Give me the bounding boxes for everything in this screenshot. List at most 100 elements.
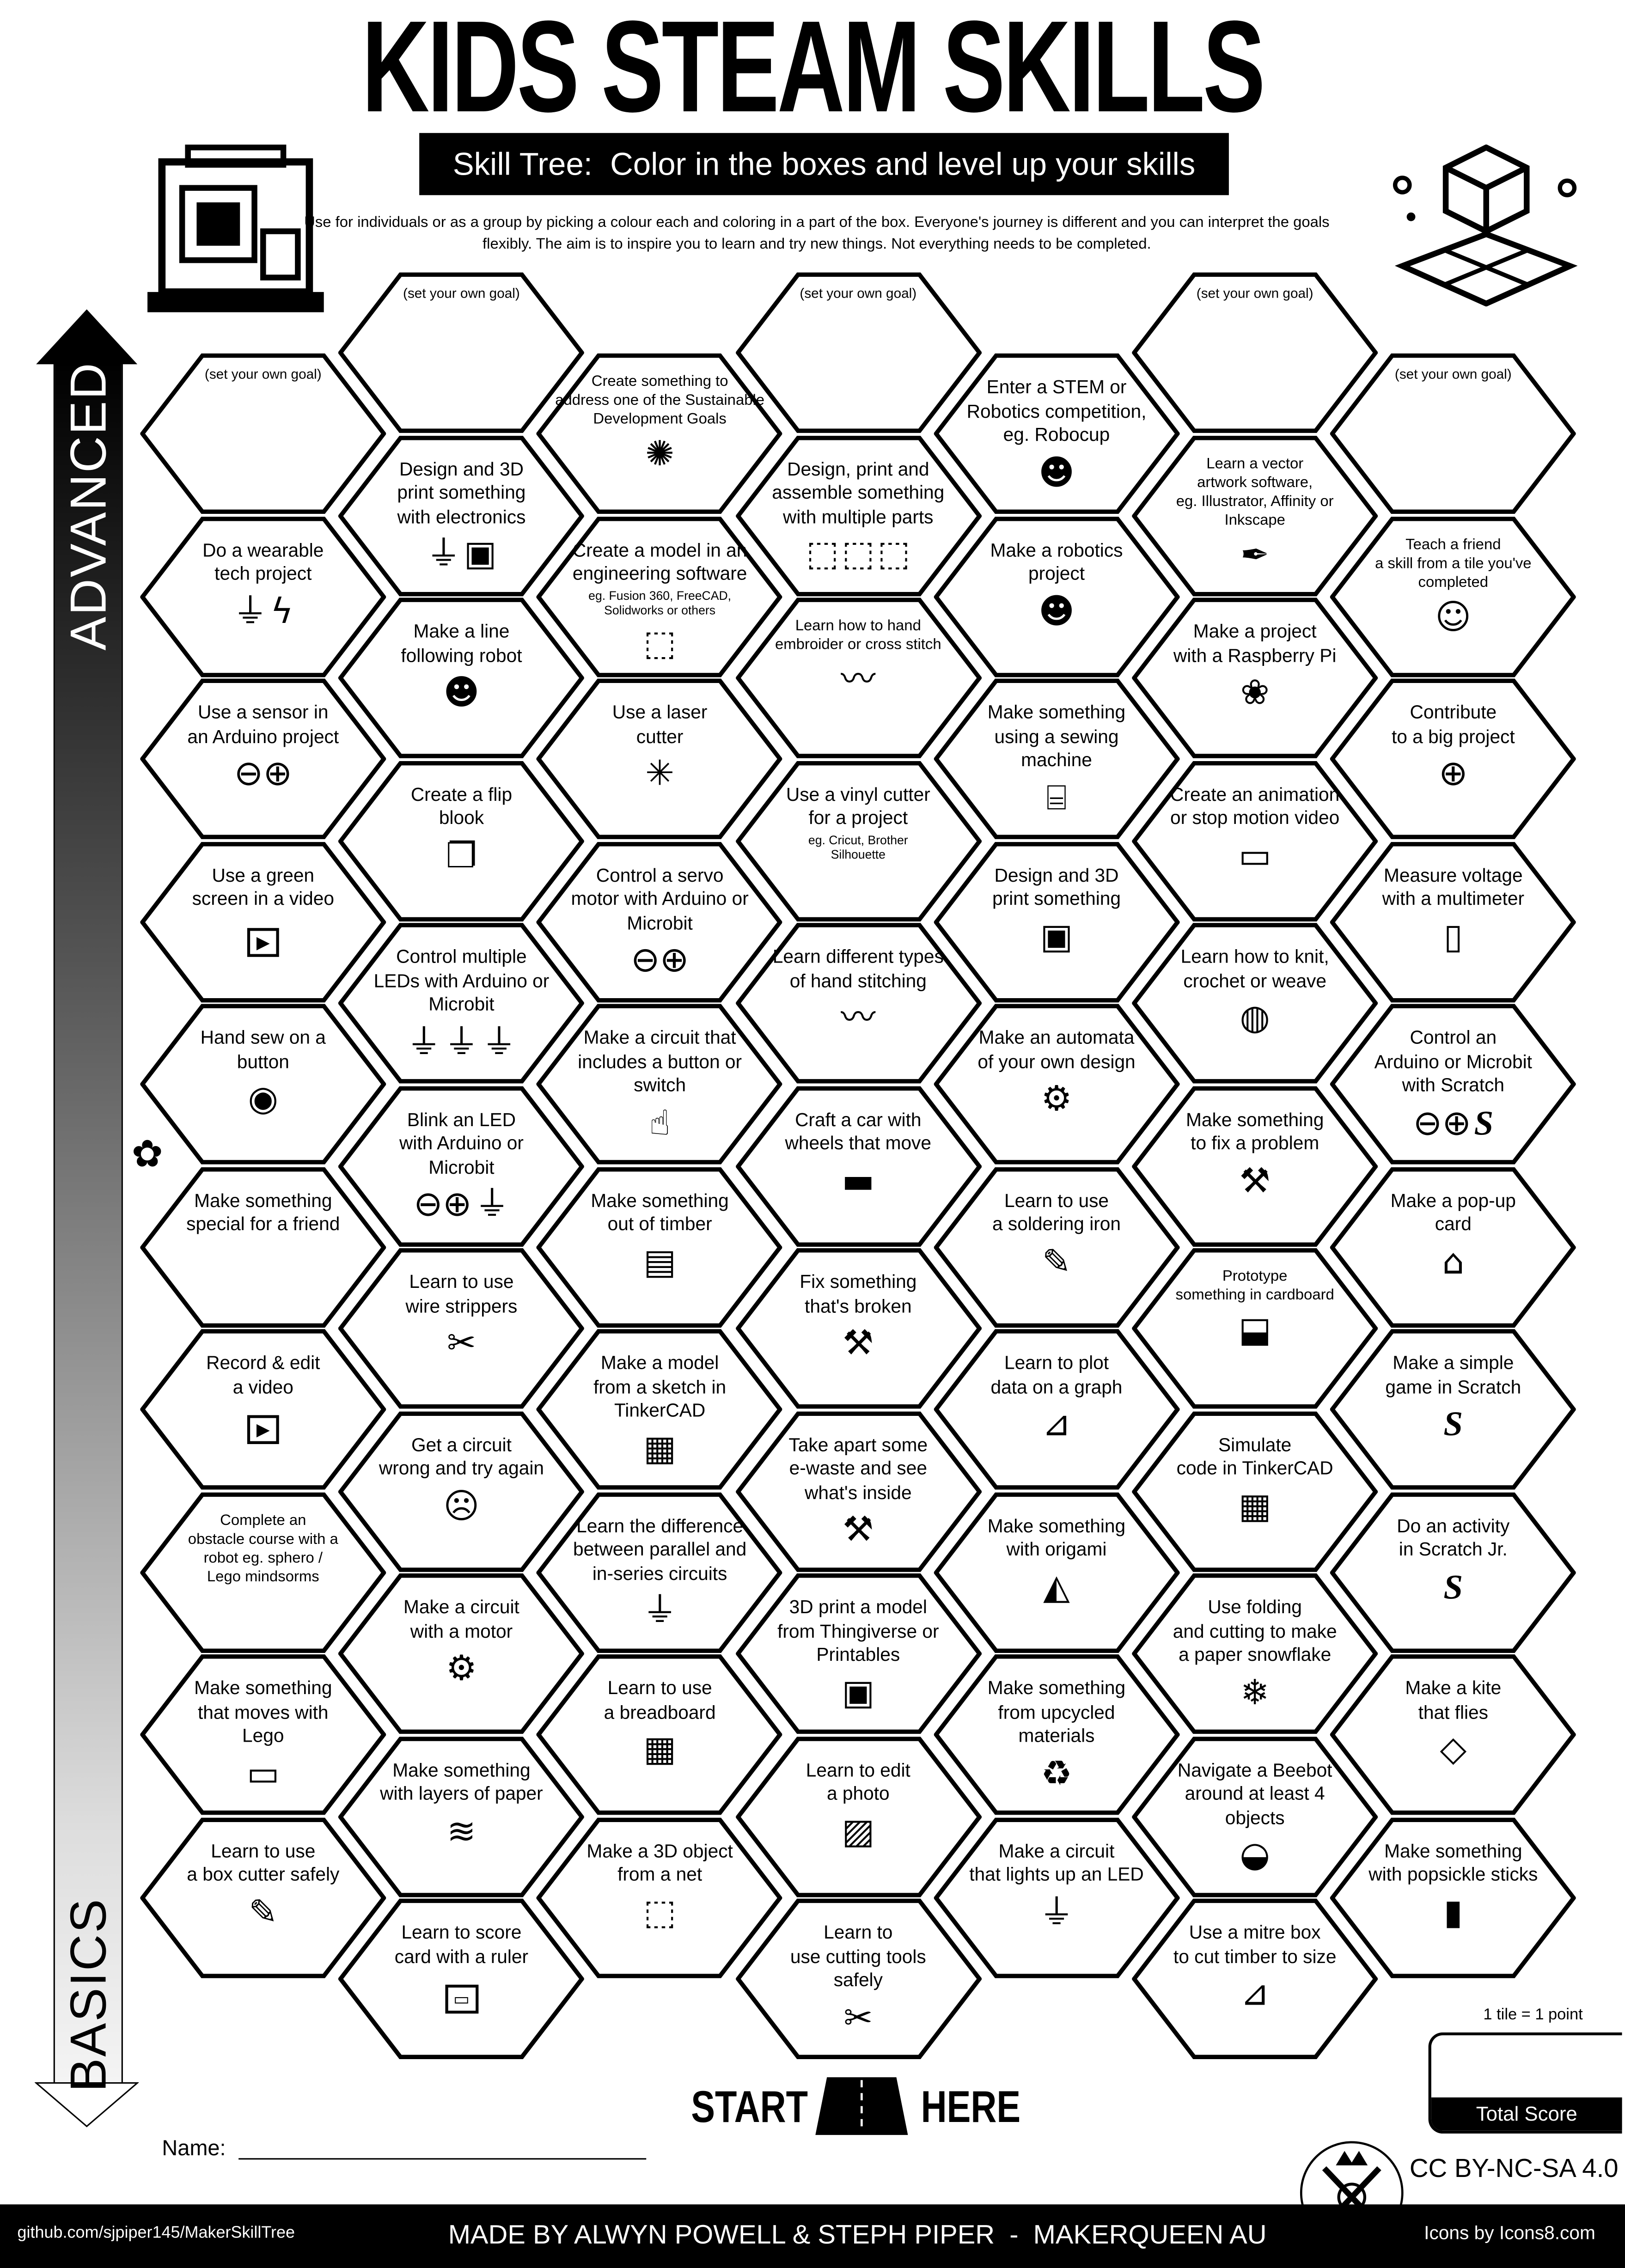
icon-group: ⬓ — [1132, 1311, 1378, 1348]
skill-tile[interactable]: Learn to use cutting tools safely ✂ — [735, 1898, 981, 2060]
skill-tile[interactable]: Control a servo motor with Arduino or Mi… — [537, 841, 783, 1002]
skill-tile[interactable]: Use folding and cutting to make a paper … — [1132, 1573, 1378, 1734]
skill-tile[interactable]: Prototype something in cardboard ⬓ — [1132, 1248, 1378, 1409]
total-score-box[interactable]: Total Score — [1428, 2032, 1622, 2134]
skill-label: Use a laser cutter — [612, 701, 708, 747]
skill-tile[interactable]: Record & edit a video ▶ — [140, 1329, 386, 1490]
icon-group: ☺ — [1330, 597, 1576, 635]
skill-tile[interactable]: Make a circuit that includes a button or… — [537, 1003, 783, 1165]
skill-tile[interactable]: Learn to use wire strippers ✂ — [338, 1248, 585, 1409]
skill-tile[interactable]: Learn to score card with a ruler ▭ — [338, 1898, 585, 2060]
skill-tile[interactable]: Navigate a Beebot around at least 4 obje… — [1132, 1735, 1378, 1897]
skill-tile[interactable]: Make something special for a friend ✿ — [132, 1134, 386, 1328]
skill-tile[interactable]: Make a 3D object from a net ⬚ — [537, 1816, 783, 1978]
skill-tile[interactable]: Teach a friend a skill from a tile you'v… — [1330, 515, 1576, 677]
skill-tile[interactable]: Make a line following robot ☻ — [338, 597, 585, 759]
skill-tile[interactable]: Take apart some e-waste and see what's i… — [735, 1410, 981, 1572]
icon-group: ✎ — [140, 1893, 386, 1930]
skill-tile[interactable]: Control multiple LEDs with Arduino or Mi… — [338, 922, 585, 1084]
hexagon-outline — [140, 1329, 386, 1490]
skill-tile[interactable]: Control an Arduino or Microbit with Scra… — [1330, 1003, 1576, 1165]
skill-tile[interactable]: Design and 3D print something ▣ — [934, 841, 1179, 1002]
skill-tile[interactable]: Learn to plot data on a graph ⊿ — [934, 1329, 1179, 1490]
name-field[interactable] — [238, 2158, 647, 2160]
skill-label: Make a kite that flies — [1405, 1677, 1502, 1723]
skill-tile[interactable]: Measure voltage with a multimeter ▯ — [1330, 841, 1576, 1002]
skill-tile[interactable]: Contribute to a big project ⊕ — [1330, 678, 1576, 840]
skill-tile[interactable]: Design, print and assemble something wit… — [735, 434, 981, 596]
skill-label: Blink an LED with Arduino or Microbit — [399, 1108, 524, 1177]
skill-tile[interactable]: Use a vinyl cutter for a project eg. Cric… — [735, 760, 981, 921]
skill-tile[interactable]: Learn how to knit, crochet or weave ◍ — [1132, 922, 1378, 1084]
skill-tile[interactable]: Fix something that's broken ⚒ — [735, 1248, 981, 1409]
hexagon-outline — [140, 353, 386, 514]
skill-tile[interactable]: Make a project with a Raspberry Pi ❀ — [1132, 597, 1378, 759]
skill-tile[interactable]: Learn to use a soldering iron ✎ — [934, 1166, 1179, 1328]
skill-tile[interactable]: Create an animation or stop motion video… — [1132, 760, 1378, 921]
skill-tile[interactable]: Make something with layers of paper ≋ — [338, 1735, 585, 1897]
skill-tile[interactable]: Make a robotics project ☻ — [934, 515, 1179, 677]
skill-tile[interactable]: Make something with origami ◭ — [934, 1491, 1179, 1653]
skill-tile[interactable]: Hand sew on a button ◉ — [140, 1003, 386, 1165]
skill-tile[interactable]: Craft a car with wheels that move ▬ — [735, 1085, 981, 1247]
skill-tile[interactable]: Make a simple game in Scratch S — [1330, 1329, 1576, 1490]
skill-tile[interactable]: Do a wearable tech project ⏚ ϟ — [140, 515, 386, 677]
skill-tile[interactable]: Make something from upcycled materials ♻ — [934, 1654, 1179, 1816]
skill-tile[interactable]: Design and 3D print something with elect… — [338, 434, 585, 596]
custom-goal-tile[interactable]: (set your own goal) — [1132, 272, 1378, 433]
skill-tile[interactable]: Use a green screen in a video ▶ — [140, 841, 386, 1002]
custom-goal-tile[interactable]: (set your own goal) — [1330, 353, 1576, 514]
snowflake-icon: ❄ — [1240, 1671, 1270, 1713]
skill-tile[interactable]: Use a mitre box to cut timber to size ⊿ — [1132, 1898, 1378, 2060]
skill-tile[interactable]: Enter a STEM or Robotics competition, eg… — [934, 353, 1179, 514]
skill-tile[interactable]: Create a flip blook ❐ — [338, 760, 585, 921]
skill-tile[interactable]: Simulate code in TinkerCAD ▦ — [1132, 1410, 1378, 1572]
goal-placeholder: (set your own goal) — [1196, 286, 1313, 302]
sewing-button-icon: ◉ — [248, 1078, 279, 1119]
skill-tile[interactable]: Learn to use a box cutter safely ✎ — [140, 1816, 386, 1978]
github-link[interactable]: github.com/sjpiper145/MakerSkillTree — [17, 2225, 295, 2242]
icon-group: ▤ — [537, 1243, 783, 1280]
skill-tile[interactable]: Make something out of timber ▤ — [537, 1166, 783, 1328]
hexagon-outline — [537, 1817, 783, 1978]
skill-tile[interactable]: Blink an LED with Arduino or Microbit ⊖⊕ ⏚ — [338, 1085, 585, 1247]
custom-goal-tile[interactable]: (set your own goal) — [735, 272, 981, 433]
skill-label: Make something from upcycled materials — [987, 1677, 1126, 1746]
custom-goal-tile[interactable]: (set your own goal) — [338, 272, 585, 433]
skill-tile[interactable]: Complete an obstacle course with a robot… — [140, 1491, 386, 1653]
skill-tile[interactable]: Make something using a sewing machine ⌸ — [934, 678, 1179, 840]
hexagon-outline — [1330, 1004, 1576, 1164]
skill-tile[interactable]: Use a sensor in an Arduino project ⊖⊕ — [140, 678, 386, 840]
skill-examples: eg. Fusion 360, FreeCAD, Solidworks or o… — [588, 587, 732, 617]
skill-tile[interactable]: Make a circuit that lights up an LED ⏚ — [934, 1816, 1179, 1978]
skill-tile[interactable]: Learn to use a breadboard ▦ — [537, 1654, 783, 1816]
skill-tile[interactable]: Make a pop-up card ⌂ — [1330, 1166, 1576, 1328]
robot-icon: ☻ — [1038, 451, 1075, 493]
skill-tile[interactable]: Make something to fix a problem ⚒ — [1132, 1085, 1378, 1247]
skill-tile[interactable]: Make a model from a sketch in TinkerCAD ▦ — [537, 1329, 783, 1490]
skill-tile[interactable]: Learn how to hand embroider or cross sti… — [735, 597, 981, 759]
skill-tile[interactable]: Make an automata of your own design ⚙ — [934, 1003, 1179, 1165]
skill-tile[interactable]: Do an activity in Scratch Jr. S — [1330, 1491, 1576, 1653]
skill-tile[interactable]: Create something to address one of the S… — [537, 353, 783, 514]
skill-tile[interactable]: Use a laser cutter ✳ — [537, 678, 783, 840]
skill-tile[interactable]: Make something that moves with Lego ▭ — [140, 1654, 386, 1816]
skill-label: Make a model from a sketch in TinkerCAD — [593, 1351, 727, 1421]
skill-tile[interactable]: Learn the difference between parallel an… — [537, 1491, 783, 1653]
skill-tile[interactable]: Get a circuit wrong and try again ☹ — [338, 1410, 585, 1572]
skill-tile[interactable]: Learn a vector artwork software, eg. Ill… — [1132, 434, 1378, 596]
skill-tile[interactable]: Create a model in an engineering softwar… — [537, 515, 783, 677]
popup-card-icon: ⌂ — [1442, 1241, 1465, 1282]
skill-tile[interactable]: 3D print a model from Thingiverse or Pri… — [735, 1573, 981, 1734]
skill-tile[interactable]: Make a circuit with a motor ⚙ — [338, 1573, 585, 1734]
hexagon-outline — [338, 435, 585, 596]
custom-goal-tile[interactable]: (set your own goal) — [140, 353, 386, 514]
icon-group: ❀ — [1132, 674, 1378, 711]
hexagon-outline — [537, 1654, 783, 1815]
skill-tile[interactable]: Make something with popsickle sticks ▮ — [1330, 1816, 1576, 1978]
arduino-icon: ⊖⊕ — [630, 939, 689, 980]
skill-tile[interactable]: Learn different types of hand stitching 〰 — [735, 922, 981, 1084]
skill-tile[interactable]: Make a kite that flies ◇ — [1330, 1654, 1576, 1816]
skill-tile[interactable]: Learn to edit a photo ▨ — [735, 1735, 981, 1897]
motor-icon: ⚙ — [446, 1648, 477, 1689]
